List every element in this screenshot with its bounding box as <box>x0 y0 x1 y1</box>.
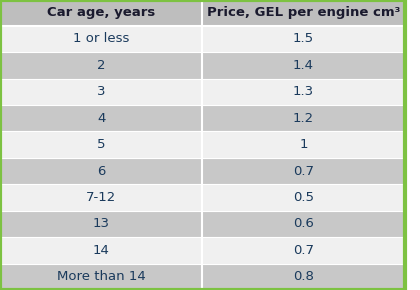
Text: 1.5: 1.5 <box>293 32 314 45</box>
Bar <box>0 105 405 131</box>
Text: 0.6: 0.6 <box>293 218 314 231</box>
Bar <box>0 184 405 211</box>
Text: 0.7: 0.7 <box>293 164 314 177</box>
Text: 0.8: 0.8 <box>293 270 314 283</box>
Text: 13: 13 <box>93 218 110 231</box>
Bar <box>0 211 405 237</box>
Text: 1.3: 1.3 <box>293 85 314 98</box>
Bar <box>0 52 405 79</box>
Text: 2: 2 <box>97 59 105 72</box>
Text: 5: 5 <box>97 138 105 151</box>
Text: 4: 4 <box>97 112 105 125</box>
Text: More than 14: More than 14 <box>57 270 146 283</box>
Bar <box>0 264 405 290</box>
Text: 7-12: 7-12 <box>86 191 116 204</box>
Bar <box>0 237 405 264</box>
Text: 0.7: 0.7 <box>293 244 314 257</box>
Bar <box>0 79 405 105</box>
Text: Car age, years: Car age, years <box>47 6 155 19</box>
Text: Price, GEL per engine cm³: Price, GEL per engine cm³ <box>207 6 400 19</box>
Text: 3: 3 <box>97 85 105 98</box>
Text: 1: 1 <box>299 138 308 151</box>
Text: 1.2: 1.2 <box>293 112 314 125</box>
Bar <box>0 0 405 26</box>
Text: 0.5: 0.5 <box>293 191 314 204</box>
Bar <box>0 131 405 158</box>
Text: 1.4: 1.4 <box>293 59 314 72</box>
Bar <box>0 26 405 52</box>
Text: 6: 6 <box>97 164 105 177</box>
Bar <box>0 158 405 184</box>
Text: 14: 14 <box>93 244 110 257</box>
Text: 1 or less: 1 or less <box>73 32 129 45</box>
